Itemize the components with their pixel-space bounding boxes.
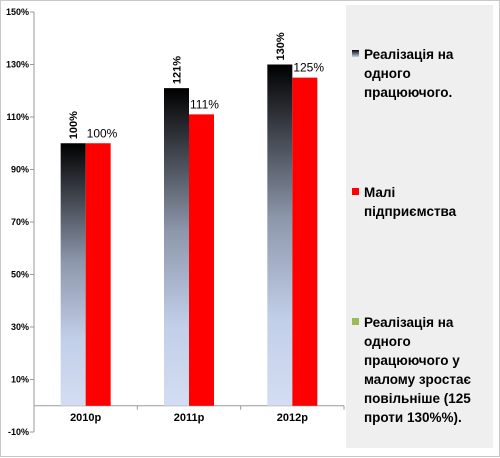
legend-item-small-enterprises: Малі підприємства bbox=[352, 183, 490, 221]
bar-small-enterprises bbox=[292, 77, 318, 406]
y-tick-label: 150% bbox=[6, 7, 29, 17]
legend-swatch-green bbox=[352, 318, 359, 325]
data-label-small-enterprises: 125% bbox=[293, 61, 324, 75]
y-tick-label: -10% bbox=[8, 427, 29, 437]
data-label-realization: 100% bbox=[68, 111, 80, 139]
y-tick-label: 50% bbox=[11, 270, 29, 280]
legend-label: Малі підприємства bbox=[364, 185, 457, 219]
legend-label: Реалізація на одного працюючого у малому… bbox=[364, 315, 471, 425]
bar-realization bbox=[164, 88, 189, 406]
y-tick-label: 70% bbox=[11, 217, 29, 227]
x-tick-label: 2011р bbox=[174, 412, 205, 424]
bar-small-enterprises bbox=[189, 114, 214, 406]
y-tick-label: 10% bbox=[11, 375, 29, 385]
bar-realization bbox=[60, 143, 86, 406]
y-tick-label: 130% bbox=[6, 60, 29, 70]
y-tick-label: 30% bbox=[11, 322, 29, 332]
x-tick-label: 2010р bbox=[70, 412, 101, 424]
x-tick-label: 2012р bbox=[277, 412, 308, 424]
data-label-small-enterprises: 111% bbox=[190, 97, 219, 111]
legend-swatch-red bbox=[352, 188, 359, 195]
legend-label: Реалізація на одного працюючого. bbox=[364, 47, 454, 100]
bar-small-enterprises bbox=[85, 143, 111, 406]
data-label-realization: 130% bbox=[275, 32, 287, 60]
data-label-realization: 121% bbox=[172, 56, 184, 84]
y-tick-label: 110% bbox=[6, 112, 29, 122]
legend-item-note: Реалізація на одного працюючого у малому… bbox=[352, 313, 490, 427]
y-tick-label: 90% bbox=[11, 165, 29, 175]
legend-swatch-gradient bbox=[352, 50, 359, 57]
bar-realization bbox=[267, 64, 293, 406]
chart-legend: Реалізація на одного працюючого. Малі пі… bbox=[346, 5, 493, 448]
data-label-small-enterprises: 100% bbox=[87, 126, 118, 140]
legend-item-realization: Реалізація на одного працюючого. bbox=[352, 45, 490, 102]
